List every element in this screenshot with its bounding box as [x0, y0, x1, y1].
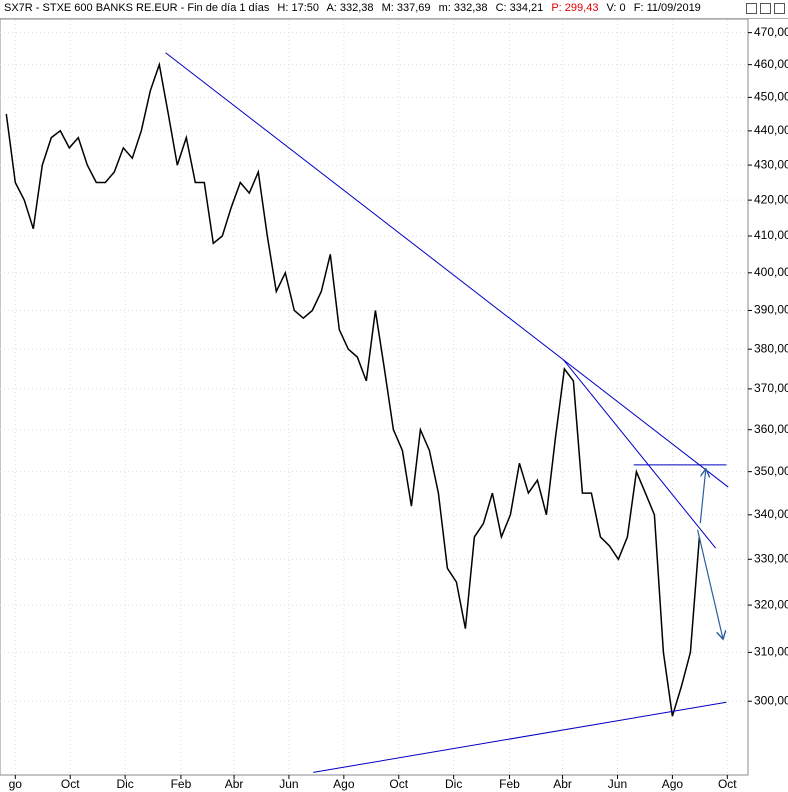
trend-line: [563, 359, 716, 549]
x-tick-label: Ago: [333, 777, 355, 791]
y-tick-label: 380,00: [754, 341, 788, 355]
header-title: SX7R - STXE 600 BANKS RE.EUR - Fin de dí…: [4, 2, 270, 14]
header-field: C: 334,21: [495, 2, 544, 14]
header: SX7R - STXE 600 BANKS RE.EUR - Fin de dí…: [0, 0, 788, 19]
restore-button[interactable]: [760, 3, 771, 14]
x-tick-label: Feb: [499, 777, 520, 791]
x-tick-label: Jun: [279, 777, 298, 791]
x-tick-label: Oct: [389, 777, 408, 791]
x-tick-label: Feb: [171, 777, 192, 791]
x-tick-label: Abr: [225, 777, 244, 791]
y-tick-label: 310,00: [754, 645, 788, 659]
plot-frame: [0, 18, 749, 776]
x-tick-label: Jun: [608, 777, 627, 791]
y-tick-label: 440,00: [754, 123, 788, 137]
minimize-button[interactable]: [746, 3, 757, 14]
y-tick-label: 410,00: [754, 228, 788, 242]
y-tick-label: 470,00: [754, 25, 788, 39]
header-field: F: 11/09/2019: [633, 2, 701, 14]
x-tick-label: Ago: [662, 777, 684, 791]
y-tick-label: 420,00: [754, 192, 788, 206]
header-field: m: 332,38: [438, 2, 488, 14]
close-button[interactable]: [774, 3, 785, 14]
header-field: H: 17:50: [277, 2, 319, 14]
header-field: P: 299,43: [551, 2, 599, 14]
y-tick-label: 430,00: [754, 157, 788, 171]
header-field: A: 332,38: [326, 2, 374, 14]
trend-line: [313, 701, 727, 773]
y-tick-label: 360,00: [754, 422, 788, 436]
y-tick-label: 400,00: [754, 265, 788, 279]
y-tick-label: 330,00: [754, 551, 788, 565]
header-field: M: 337,69: [381, 2, 431, 14]
x-tick-label: Dic: [445, 777, 462, 791]
y-tick-label: 350,00: [754, 464, 788, 478]
y-tick-label: 390,00: [754, 303, 788, 317]
y-tick-label: 320,00: [754, 597, 788, 611]
y-tick-label: 300,00: [754, 693, 788, 707]
y-tick-label: 450,00: [754, 90, 788, 104]
header-field: V: 0: [606, 2, 626, 14]
y-tick-label: 460,00: [754, 57, 788, 71]
arrow: [699, 470, 705, 524]
trend-line: [165, 52, 729, 488]
x-tick-label: Oct: [61, 777, 80, 791]
x-tick-label: go: [9, 777, 23, 791]
y-tick-label: 370,00: [754, 381, 788, 395]
x-tick-label: Abr: [553, 777, 572, 791]
x-tick-label: Oct: [718, 777, 737, 791]
y-tick-label: 340,00: [754, 507, 788, 521]
price-line: [5, 61, 701, 717]
x-tick-label: Dic: [116, 777, 133, 791]
arrow: [697, 529, 723, 638]
